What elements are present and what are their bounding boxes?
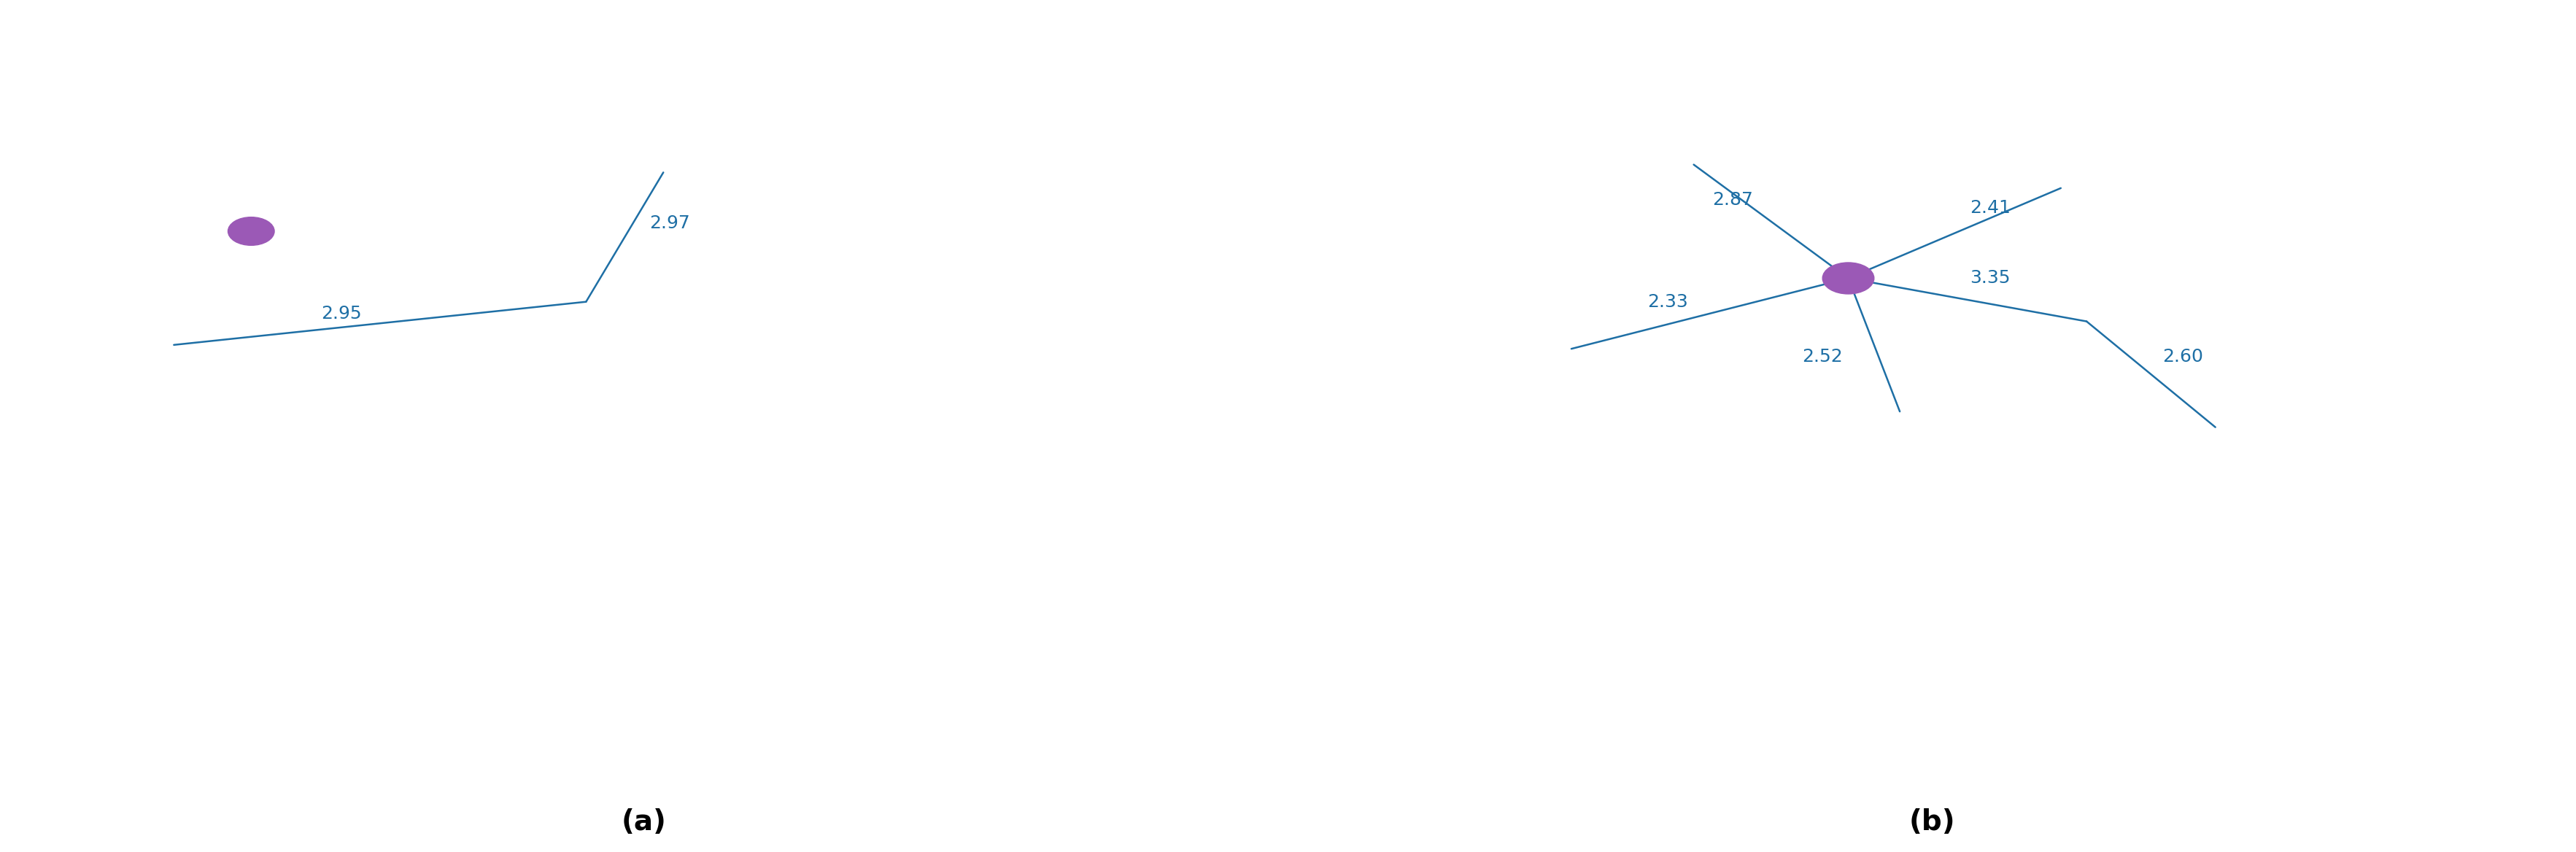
Circle shape [1821, 262, 1873, 294]
Text: 2.87: 2.87 [1713, 191, 1752, 209]
Text: (a): (a) [621, 809, 667, 836]
Text: 2.33: 2.33 [1649, 293, 1687, 310]
Text: (b): (b) [1909, 809, 1955, 836]
Text: 2.97: 2.97 [649, 215, 690, 232]
Circle shape [229, 217, 276, 245]
Text: 2.41: 2.41 [1971, 199, 2009, 216]
Text: 2.95: 2.95 [322, 305, 361, 322]
Text: 2.52: 2.52 [1803, 348, 1842, 366]
Text: 3.35: 3.35 [1971, 269, 2009, 287]
Text: 2.60: 2.60 [2164, 348, 2202, 366]
